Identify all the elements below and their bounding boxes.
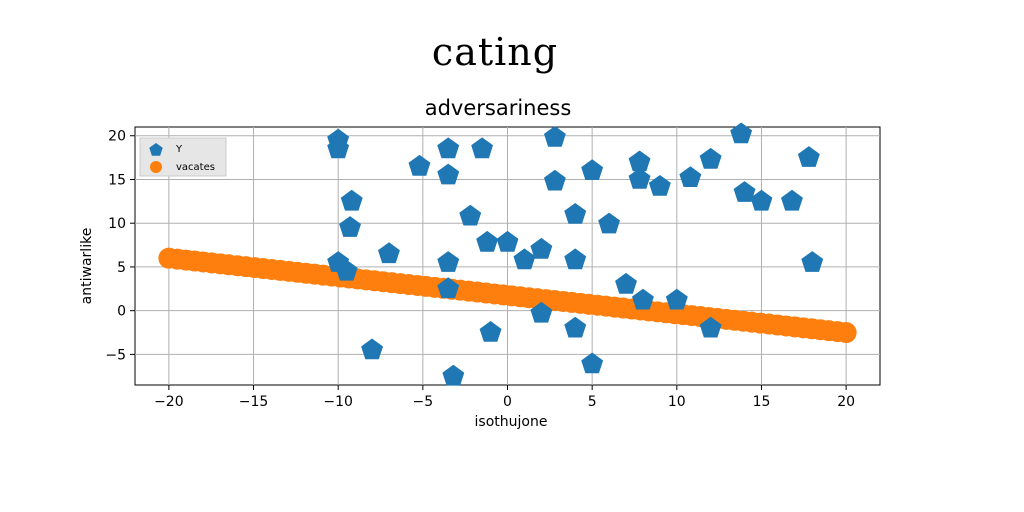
point-y: [544, 169, 566, 191]
figure-suptitle: cating: [431, 30, 559, 74]
point-y: [476, 230, 499, 252]
point-y: [564, 248, 587, 270]
point-y: [544, 126, 566, 147]
point-y: [699, 147, 722, 169]
point-y: [679, 166, 702, 187]
point-y: [733, 181, 756, 202]
point-y: [442, 364, 465, 386]
point-y: [598, 212, 620, 234]
point-y: [408, 154, 431, 176]
legend-marker-vacates: [150, 161, 162, 173]
x-tick-label: −15: [239, 394, 269, 410]
point-y: [564, 203, 587, 224]
point-y: [340, 189, 363, 211]
y-tick-label: 5: [117, 260, 126, 276]
point-y: [797, 146, 820, 167]
y-axis-label: antiwarlike: [79, 228, 95, 305]
point-y: [530, 301, 553, 323]
point-y: [361, 338, 383, 360]
series-vacates: [158, 247, 857, 344]
point-y: [615, 272, 637, 294]
y-tick-label: 0: [117, 304, 126, 320]
y-tick-label: 15: [108, 172, 126, 188]
legend: Y vacates: [139, 137, 227, 177]
point-y: [801, 251, 824, 272]
x-tick-label: 15: [753, 394, 771, 410]
point-y: [581, 352, 604, 374]
x-axis-ticks: −20 −15 −10 −5 0 5 10 15 20: [154, 385, 855, 410]
y-tick-label: 10: [108, 216, 126, 232]
point-y: [632, 288, 654, 310]
point-y: [628, 150, 651, 172]
x-tick-label: 0: [503, 394, 512, 410]
point-y: [378, 242, 400, 264]
legend-marker-y: [149, 143, 163, 156]
x-tick-label: 20: [837, 394, 855, 410]
point-y: [437, 251, 460, 272]
x-tick-label: 5: [588, 394, 597, 410]
y-tick-label: −5: [105, 347, 126, 363]
point-y: [564, 316, 587, 338]
chart-title: adversariness: [425, 96, 572, 120]
point-y: [781, 189, 803, 211]
legend-label-vacates: vacates: [176, 162, 215, 173]
x-tick-label: −10: [323, 394, 353, 410]
point-y: [699, 316, 722, 338]
point-y: [471, 137, 493, 159]
point-y: [530, 237, 553, 259]
point-y: [437, 277, 460, 299]
point-vacates: [835, 322, 857, 344]
point-y: [339, 216, 361, 237]
x-tick-label: 10: [668, 394, 686, 410]
series-y: [327, 122, 824, 386]
point-y: [750, 189, 773, 211]
point-y: [459, 204, 482, 226]
point-y: [581, 159, 604, 180]
x-tick-label: −5: [413, 394, 434, 410]
x-axis-label: isothujone: [475, 414, 548, 430]
plot-area: −5 0 5 10 15 20 −20 −15 −10 −5 0 5 10 15 20: [105, 122, 881, 410]
legend-label-y: Y: [175, 144, 183, 155]
point-y: [327, 137, 350, 159]
point-y: [437, 137, 460, 159]
point-y: [335, 259, 358, 281]
y-axis-ticks: −5 0 5 10 15 20: [105, 129, 135, 363]
point-y: [628, 168, 651, 189]
point-y: [730, 122, 753, 144]
y-tick-label: 20: [108, 129, 126, 145]
point-y: [496, 230, 519, 252]
point-y: [513, 248, 536, 270]
point-y: [648, 175, 671, 196]
point-y: [437, 163, 460, 185]
x-tick-label: −20: [154, 394, 184, 410]
point-y: [665, 288, 688, 310]
point-y: [479, 321, 502, 342]
